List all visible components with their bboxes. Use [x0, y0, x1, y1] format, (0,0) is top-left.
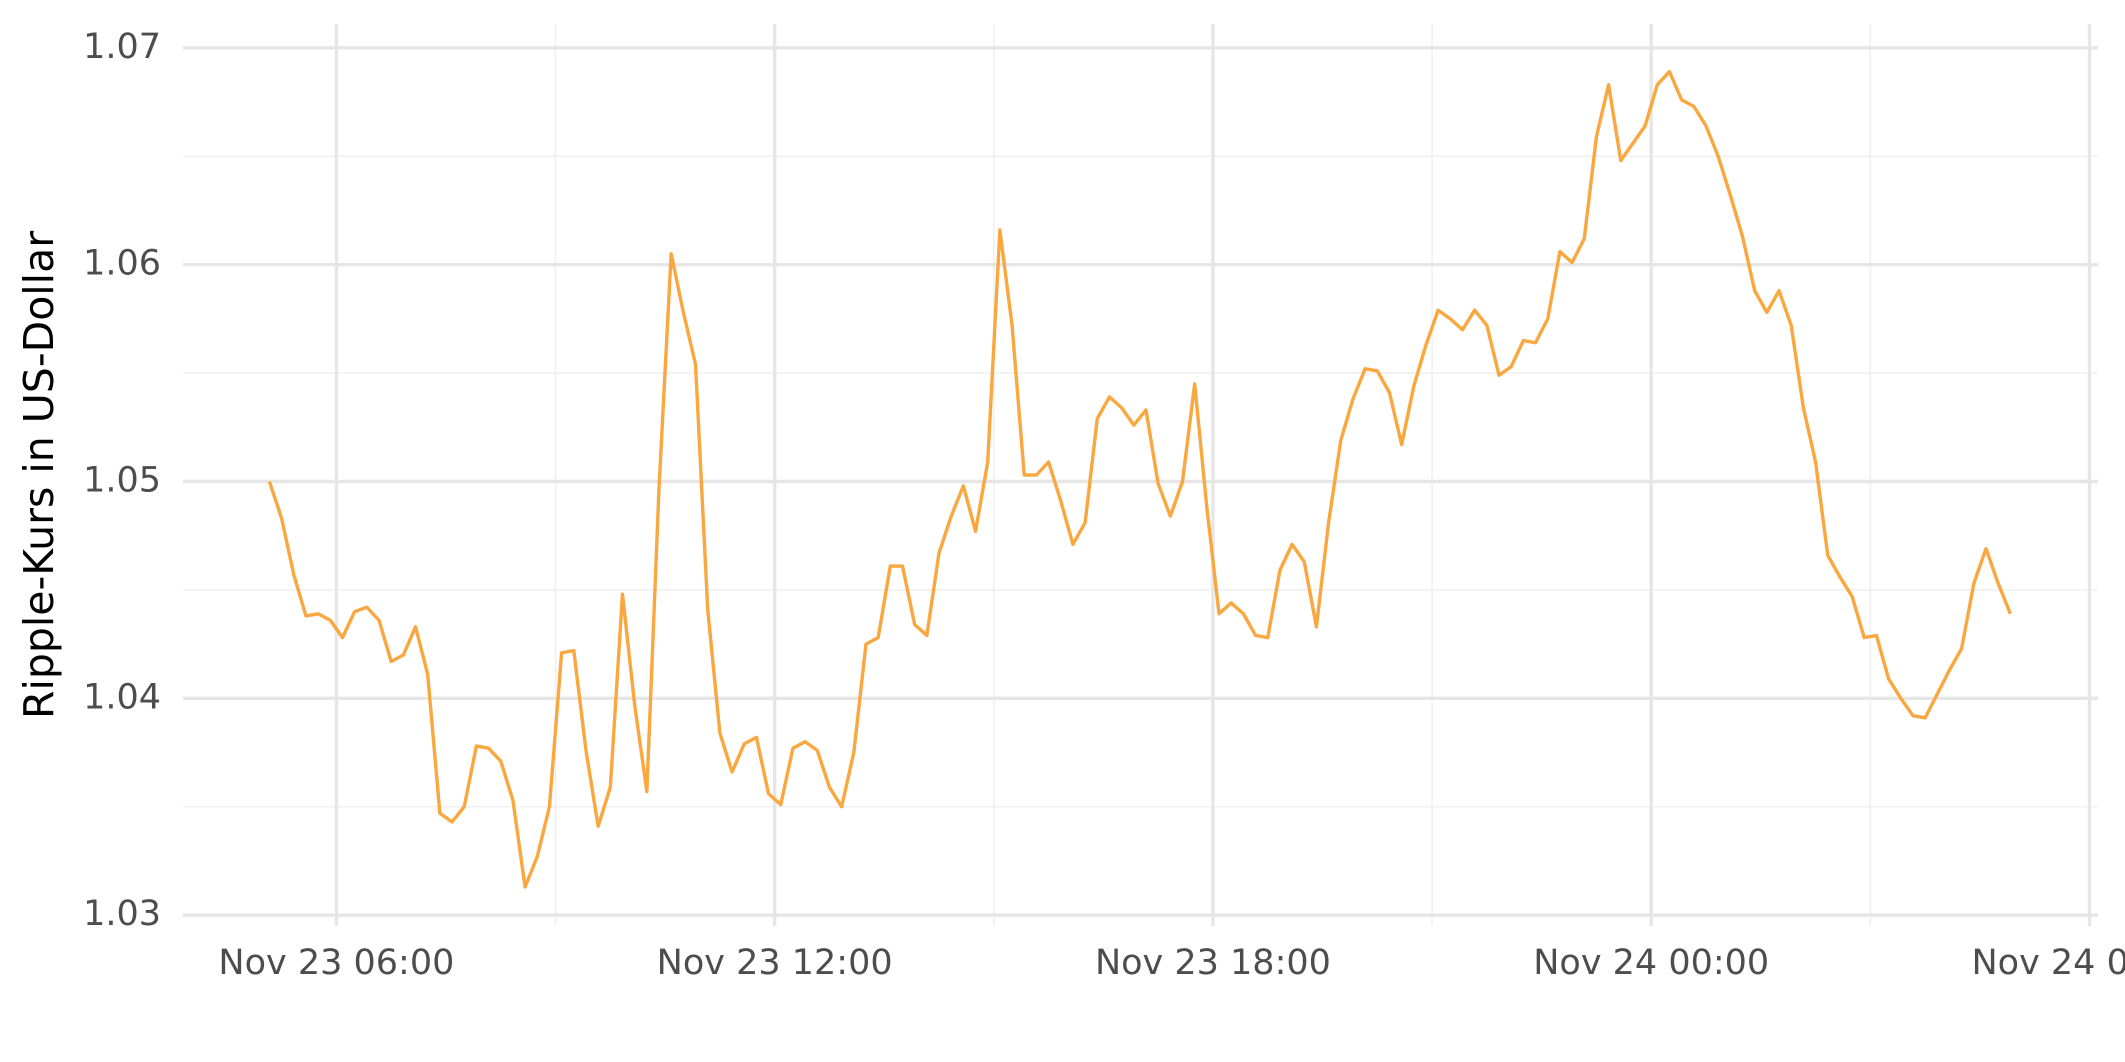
y-tick-label: 1.03	[83, 894, 161, 934]
y-axis-label: Ripple-Kurs in US-Dollar	[15, 231, 63, 719]
y-tick-label: 1.06	[83, 244, 161, 284]
x-tick-label: Nov 23 18:00	[1095, 943, 1331, 983]
y-tick-label: 1.05	[83, 461, 161, 501]
y-tick-label: 1.07	[83, 27, 161, 67]
y-tick-label: 1.04	[83, 677, 161, 717]
x-tick-label: Nov 24 00:00	[1533, 943, 1769, 983]
x-tick-label: Nov 23 12:00	[657, 943, 893, 983]
x-tick-label: Nov 24 06:00	[1971, 943, 2125, 983]
x-tick-label: Nov 23 06:00	[218, 943, 454, 983]
price-line	[267, 70, 2012, 889]
